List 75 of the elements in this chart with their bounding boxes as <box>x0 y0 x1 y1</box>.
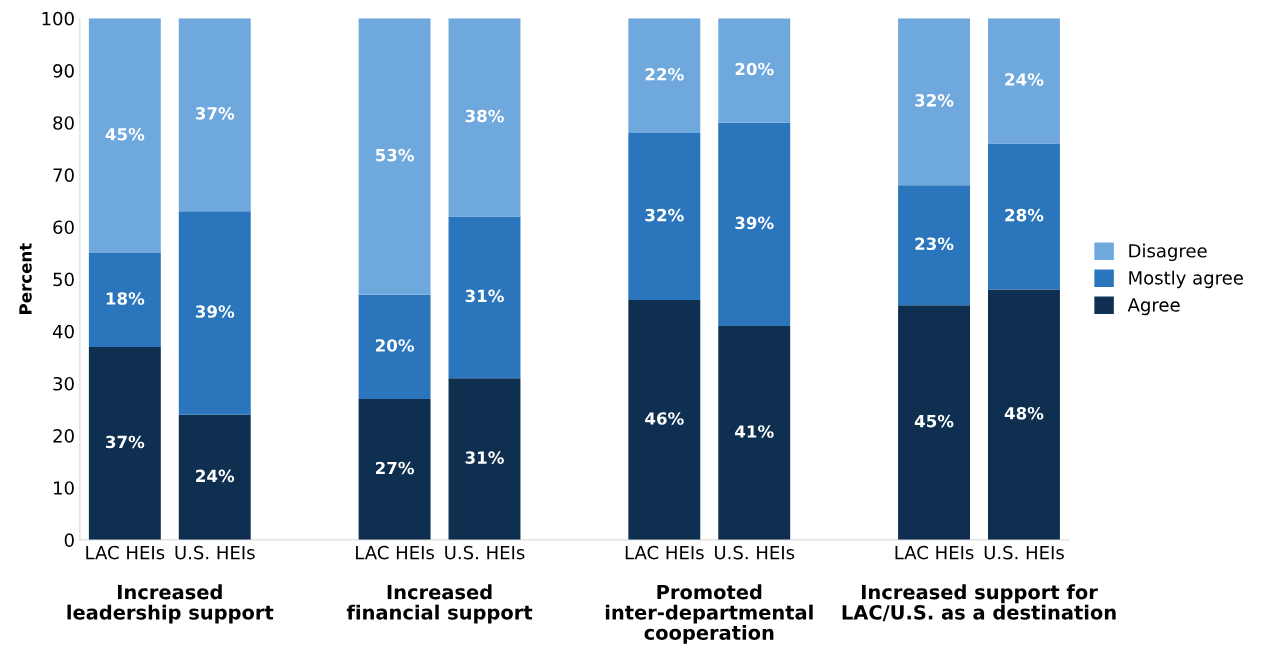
y-tick-label: 90 <box>53 63 74 78</box>
bar <box>898 185 971 306</box>
bar <box>88 18 161 254</box>
text: Increased leadership support <box>67 584 274 624</box>
data-label: 24% <box>196 469 235 483</box>
y-tick-label: 10 <box>54 481 74 495</box>
bar <box>358 399 431 540</box>
bar <box>178 211 251 415</box>
y-tick-label: 0 <box>64 533 74 547</box>
data-label: 31% <box>465 289 504 303</box>
bar <box>628 299 701 540</box>
data-label: 45% <box>914 414 954 428</box>
y-tick-label: 100 <box>42 11 74 26</box>
bar <box>358 18 431 295</box>
x-tick-label: LAC HEIs <box>895 545 974 560</box>
data-label: 23% <box>915 237 954 251</box>
y-tick-label: 70 <box>53 168 74 182</box>
bar <box>88 253 161 347</box>
bar <box>718 122 791 327</box>
bar <box>988 18 1060 144</box>
text: Promoted inter-departmental cooperation <box>605 584 813 644</box>
bar <box>988 289 1060 540</box>
data-label: 32% <box>915 94 954 107</box>
data-label: 18% <box>106 292 145 305</box>
data-label: 20% <box>375 339 414 352</box>
bar <box>448 378 521 540</box>
bar <box>898 18 971 186</box>
data-label: 32% <box>645 208 684 222</box>
bar <box>718 18 791 123</box>
x-tick-label: U.S. HEIs <box>984 545 1064 560</box>
data-label: 46% <box>645 412 684 425</box>
bar <box>358 294 431 400</box>
data-label: 39% <box>195 305 235 318</box>
bar <box>178 414 251 540</box>
data-label: 37% <box>106 435 145 449</box>
y-tick-label: 80 <box>53 116 74 130</box>
x-tick-label: U.S. HEIs <box>175 545 255 560</box>
data-label: 39% <box>735 216 774 230</box>
x-tick-label: U.S. HEIs <box>445 545 525 560</box>
legend-label: Agree <box>1127 298 1180 316</box>
data-label: 41% <box>735 425 774 438</box>
y-axis-title: Percent <box>19 243 32 314</box>
x-tick-label: LAC HEIs <box>86 545 165 560</box>
data-label: 38% <box>465 109 504 123</box>
bar <box>448 18 521 217</box>
data-label: 27% <box>375 461 414 475</box>
data-label: 48% <box>1004 406 1044 420</box>
bar <box>898 305 971 540</box>
bar <box>988 143 1060 290</box>
x-tick-label: LAC HEIs <box>356 545 434 560</box>
data-label: 37% <box>195 107 235 120</box>
data-label: 22% <box>645 67 684 81</box>
data-label: 53% <box>375 148 414 162</box>
data-label: 45% <box>105 127 145 141</box>
data-label: 20% <box>735 62 774 76</box>
y-tick-label: 40 <box>52 324 74 339</box>
data-label: 28% <box>1005 208 1044 222</box>
x-tick-label: U.S. HEIs <box>714 545 795 560</box>
bar <box>628 18 701 134</box>
x-tick-label: LAC HEIs <box>625 545 704 560</box>
data-label: 31% <box>465 451 504 464</box>
legend-label: Disagree <box>1129 243 1207 262</box>
text: Increased support for LAC/U.S. as a destination <box>842 584 1116 622</box>
bar <box>718 326 791 540</box>
y-tick-label: 60 <box>53 220 74 235</box>
y-tick-label: 50 <box>53 272 74 287</box>
bar <box>88 346 161 540</box>
data-label: 24% <box>1005 73 1044 86</box>
y-tick-label: 20 <box>53 429 74 443</box>
bar <box>178 18 251 212</box>
y-tick-label: 30 <box>53 376 74 391</box>
text: Increased financial support <box>346 584 533 624</box>
bar <box>628 133 701 300</box>
legend-label: Mostly agree <box>1129 270 1243 289</box>
bar <box>448 216 521 379</box>
